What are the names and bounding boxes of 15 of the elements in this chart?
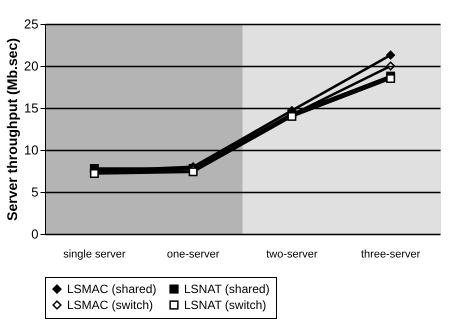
legend-label: LSNAT (shared) <box>184 282 270 296</box>
y-tick-label: 5 <box>31 184 38 200</box>
y-tick-label: 25 <box>24 16 38 32</box>
y-tick-label: 15 <box>24 100 38 116</box>
x-tick-label: two-server <box>266 248 318 260</box>
legend-label: LSMAC (shared) <box>67 282 156 296</box>
legend-label: LSNAT (switch) <box>184 298 266 312</box>
x-tick-label: single server <box>63 248 126 260</box>
y-tick-label: 0 <box>31 226 38 242</box>
y-axis-title: Server throughput (Mb.sec) <box>4 38 20 221</box>
legend-label: LSMAC (switch) <box>67 298 154 312</box>
y-tick-label: 20 <box>24 58 38 74</box>
x-tick-label: three-server <box>360 248 421 260</box>
y-tick-label: 10 <box>24 142 38 158</box>
x-tick-label: one-server <box>166 248 220 260</box>
